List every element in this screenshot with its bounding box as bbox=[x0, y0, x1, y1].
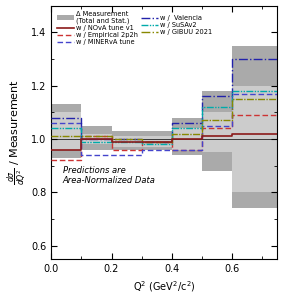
Legend: Δ Measurement
(Total and Stat.), w / NOvA tune v1, w / Empirical 2p2h, w / MINER: Δ Measurement (Total and Stat.), w / NOv… bbox=[57, 10, 213, 46]
Y-axis label: $\frac{d\sigma}{dQ^2}$ / Measurement: $\frac{d\sigma}{dQ^2}$ / Measurement bbox=[6, 80, 30, 185]
Text: Predictions are
Area-Normalized Data: Predictions are Area-Normalized Data bbox=[63, 166, 155, 185]
X-axis label: Q$^2$ (GeV$^2$/c$^2$): Q$^2$ (GeV$^2$/c$^2$) bbox=[133, 280, 196, 294]
